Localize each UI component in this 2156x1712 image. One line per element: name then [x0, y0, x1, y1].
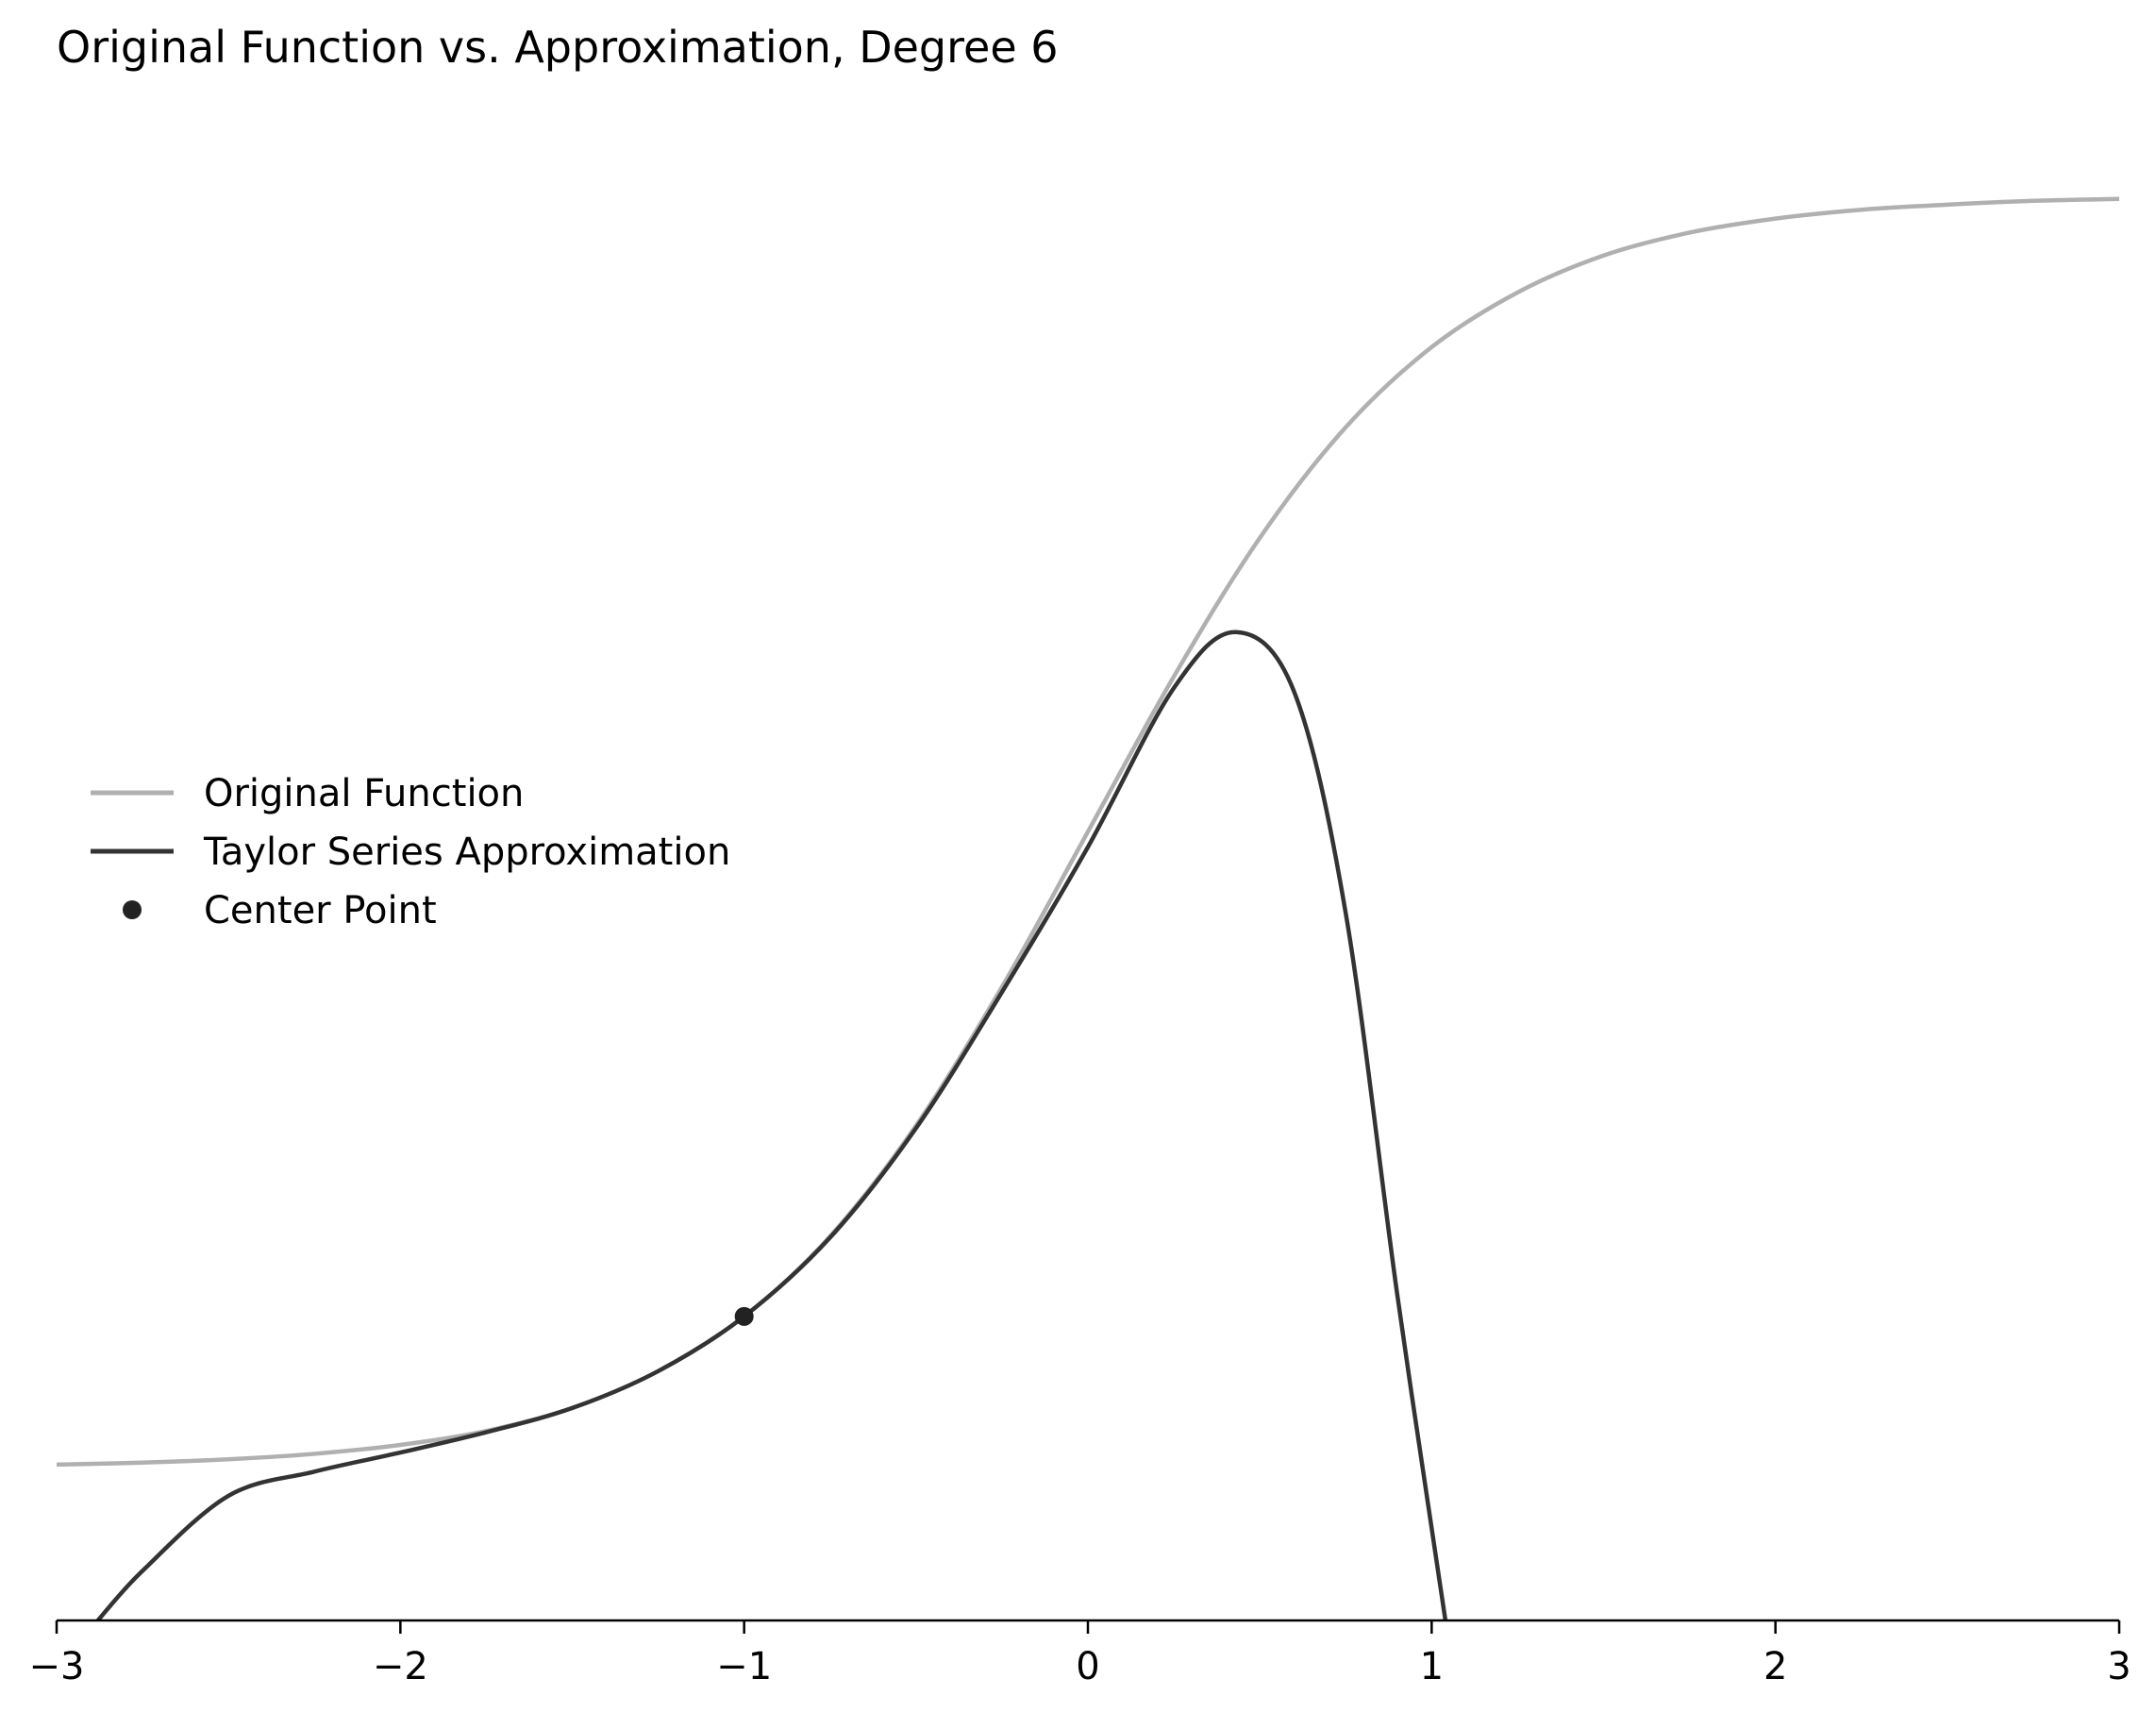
x-tick-label: 2 — [1763, 1645, 1787, 1688]
x-tick-label: −2 — [373, 1645, 428, 1688]
legend-center-point-label: Center Point — [204, 889, 437, 932]
center-point-marker — [734, 1306, 754, 1326]
x-tick-label: −3 — [29, 1645, 85, 1688]
x-tick-label: 3 — [2107, 1645, 2131, 1688]
x-tick-label: 0 — [1076, 1645, 1099, 1688]
x-tick-label: −1 — [716, 1645, 772, 1688]
legend-taylor-series-approximation-label: Taylor Series Approximation — [203, 831, 730, 874]
legend-original-function-label: Original Function — [204, 772, 524, 815]
plot-area — [57, 196, 2119, 1620]
legend-center-point-swatch — [123, 900, 142, 919]
chart-title: Original Function vs. Approximation, Deg… — [57, 22, 1059, 73]
taylor-series-approximation-line — [96, 629, 1448, 1620]
legend: Original Function Taylor Series Approxima… — [91, 772, 730, 932]
x-tick-label: 1 — [1420, 1645, 1444, 1688]
original-function-line — [57, 196, 2119, 1468]
x-axis: −3 −2 −1 0 1 2 3 — [29, 1619, 2131, 1688]
